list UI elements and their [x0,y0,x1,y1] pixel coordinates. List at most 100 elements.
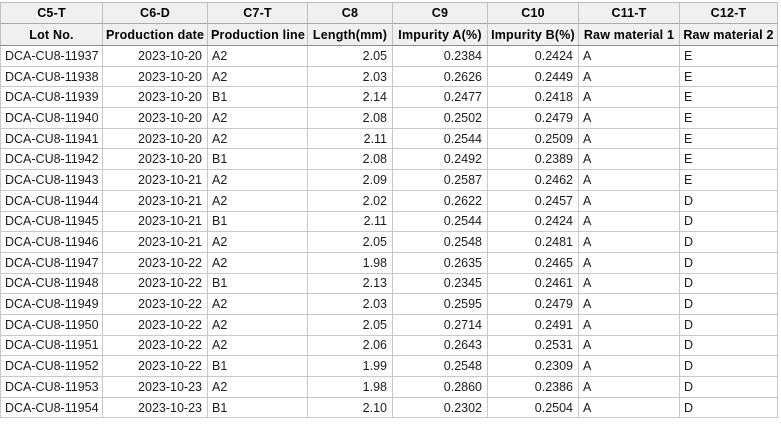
table-cell[interactable]: 0.2309 [487,355,579,377]
table-cell[interactable]: DCA-CU8-11940 [0,107,103,129]
table-cell[interactable]: 0.2544 [392,127,488,150]
table-cell[interactable]: DCA-CU8-11951 [0,334,103,357]
table-cell[interactable]: 2023-10-21 [102,169,208,191]
table-cell[interactable]: 0.2481 [487,231,579,253]
table-cell[interactable]: E [679,107,778,129]
table-cell[interactable]: A2 [207,293,308,315]
column-code-cell[interactable]: C5-T [0,2,103,24]
table-cell[interactable]: A2 [207,376,308,398]
table-cell[interactable]: DCA-CU8-11942 [0,148,103,171]
table-cell[interactable]: 2023-10-22 [102,293,208,315]
column-code-cell[interactable]: C12-T [679,2,778,24]
column-name-cell[interactable]: Length(mm) [307,23,393,46]
table-cell[interactable]: 0.2635 [392,251,488,274]
table-cell[interactable]: A [578,148,680,171]
table-cell[interactable]: DCA-CU8-11953 [0,376,103,398]
table-cell[interactable]: 1.98 [307,376,393,398]
table-cell[interactable]: B1 [207,148,308,171]
table-cell[interactable]: 2.08 [307,107,393,129]
table-cell[interactable]: DCA-CU8-11943 [0,169,103,191]
table-cell[interactable]: A [578,231,680,253]
table-cell[interactable]: 0.2714 [392,313,488,336]
table-cell[interactable]: A [578,189,680,212]
table-cell[interactable]: A2 [207,189,308,212]
table-cell[interactable]: 2.10 [307,396,393,419]
table-cell[interactable]: E [679,45,778,67]
table-cell[interactable]: A2 [207,65,308,88]
table-cell[interactable]: 2023-10-21 [102,231,208,253]
table-cell[interactable]: 2023-10-20 [102,127,208,150]
table-cell[interactable]: 0.2587 [392,169,488,191]
table-cell[interactable]: 0.2386 [487,376,579,398]
table-cell[interactable]: E [679,148,778,171]
table-cell[interactable]: 2023-10-20 [102,65,208,88]
table-cell[interactable]: 0.2449 [487,65,579,88]
table-cell[interactable]: D [679,396,778,419]
table-cell[interactable]: 0.2389 [487,148,579,171]
table-cell[interactable]: 2023-10-22 [102,334,208,357]
table-cell[interactable]: A2 [207,334,308,357]
column-name-cell[interactable]: Impurity A(%) [392,23,488,46]
table-cell[interactable]: D [679,231,778,253]
table-cell[interactable]: DCA-CU8-11937 [0,45,103,67]
table-cell[interactable]: 0.2548 [392,231,488,253]
column-name-cell[interactable]: Raw material 2 [679,23,778,46]
table-cell[interactable]: D [679,189,778,212]
table-cell[interactable]: 2023-10-20 [102,45,208,67]
table-cell[interactable]: 0.2477 [392,86,488,109]
table-cell[interactable]: D [679,210,778,233]
table-cell[interactable]: E [679,86,778,109]
table-cell[interactable]: 0.2544 [392,210,488,233]
column-code-cell[interactable]: C11-T [578,2,680,24]
table-cell[interactable]: A2 [207,45,308,67]
table-cell[interactable]: A [578,293,680,315]
table-cell[interactable]: E [679,65,778,88]
table-cell[interactable]: 0.2622 [392,189,488,212]
table-cell[interactable]: 0.2457 [487,189,579,212]
table-cell[interactable]: DCA-CU8-11938 [0,65,103,88]
table-cell[interactable]: E [679,127,778,150]
table-cell[interactable]: A [578,127,680,150]
table-cell[interactable]: 2023-10-23 [102,396,208,419]
table-cell[interactable]: 0.2302 [392,396,488,419]
table-cell[interactable]: B1 [207,355,308,377]
table-cell[interactable]: 2.13 [307,272,393,295]
column-code-cell[interactable]: C9 [392,2,488,24]
column-name-cell[interactable]: Lot No. [0,23,103,46]
table-cell[interactable]: 2023-10-21 [102,210,208,233]
table-cell[interactable]: A [578,334,680,357]
table-cell[interactable]: 0.2465 [487,251,579,274]
table-cell[interactable]: A2 [207,313,308,336]
table-cell[interactable]: 0.2504 [487,396,579,419]
column-code-cell[interactable]: C10 [487,2,579,24]
table-cell[interactable]: 2.11 [307,127,393,150]
table-cell[interactable]: A [578,272,680,295]
table-cell[interactable]: A2 [207,169,308,191]
table-cell[interactable]: 2023-10-21 [102,189,208,212]
table-cell[interactable]: B1 [207,396,308,419]
table-cell[interactable]: A [578,86,680,109]
table-cell[interactable]: 0.2479 [487,107,579,129]
table-cell[interactable]: 2.06 [307,334,393,357]
table-cell[interactable]: 1.98 [307,251,393,274]
table-cell[interactable]: 0.2860 [392,376,488,398]
table-cell[interactable]: A [578,65,680,88]
column-name-cell[interactable]: Production date [102,23,208,46]
table-cell[interactable]: 2023-10-22 [102,251,208,274]
table-cell[interactable]: A [578,396,680,419]
table-cell[interactable]: 0.2384 [392,45,488,67]
table-cell[interactable]: A [578,169,680,191]
table-cell[interactable]: 0.2424 [487,45,579,67]
table-cell[interactable]: B1 [207,86,308,109]
table-cell[interactable]: DCA-CU8-11944 [0,189,103,212]
column-name-cell[interactable]: Impurity B(%) [487,23,579,46]
table-cell[interactable]: 2023-10-20 [102,148,208,171]
table-cell[interactable]: 0.2492 [392,148,488,171]
table-cell[interactable]: 2.08 [307,148,393,171]
table-cell[interactable]: A2 [207,251,308,274]
table-cell[interactable]: DCA-CU8-11939 [0,86,103,109]
table-cell[interactable]: 0.2548 [392,355,488,377]
table-cell[interactable]: 0.2461 [487,272,579,295]
table-cell[interactable]: D [679,293,778,315]
table-cell[interactable]: D [679,334,778,357]
